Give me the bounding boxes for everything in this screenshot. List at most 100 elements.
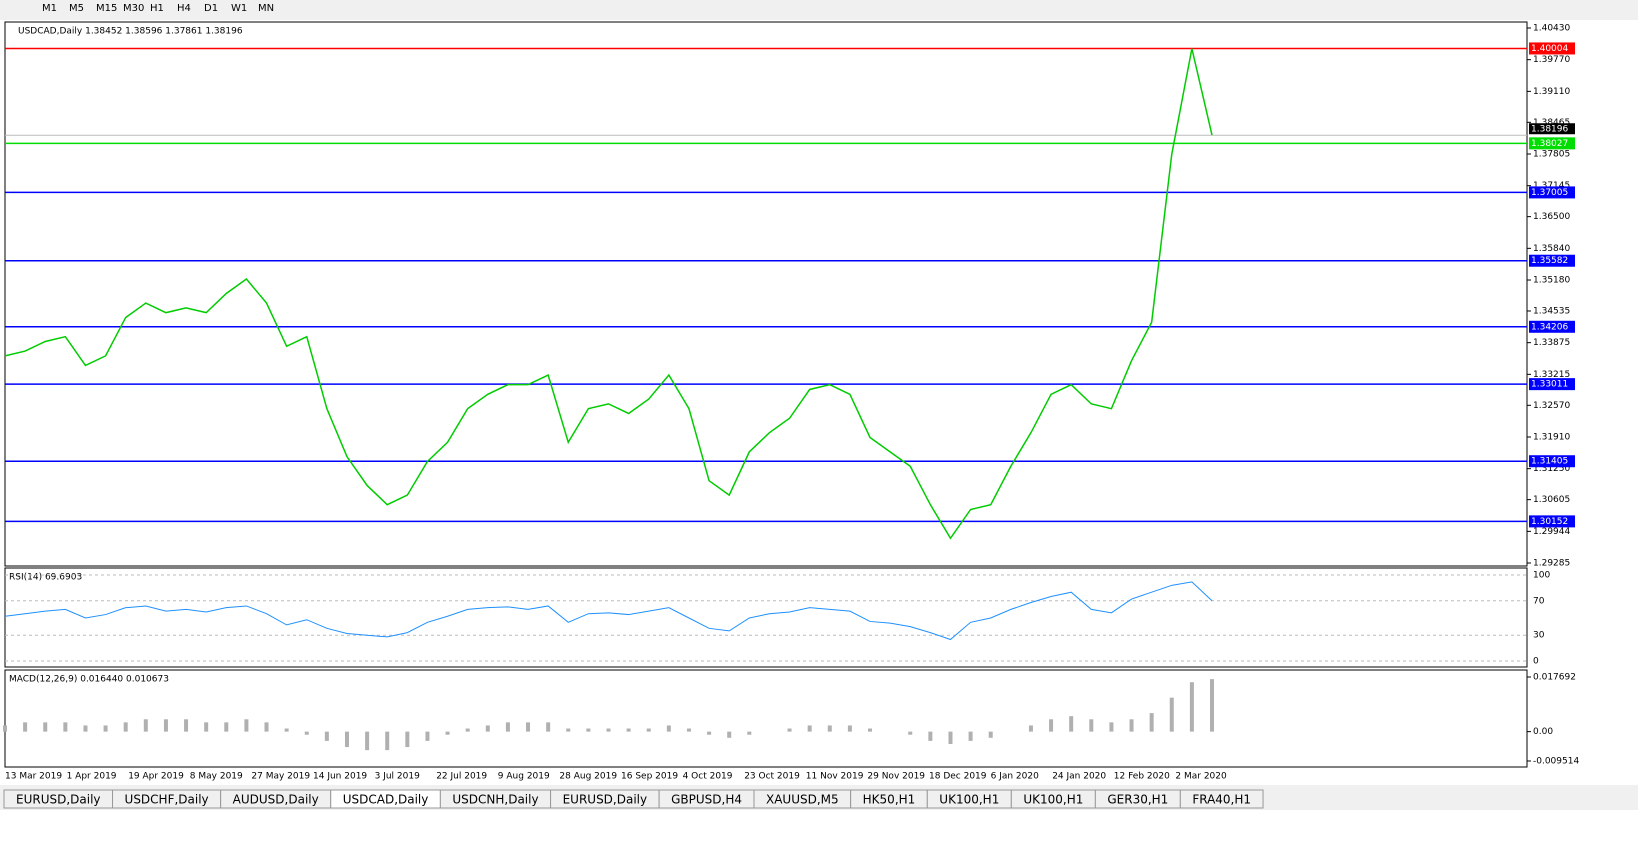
macd-bar [827, 725, 832, 732]
macd-bar [224, 722, 229, 732]
tab[interactable]: HK50,H1 [850, 789, 928, 809]
level-label: 1.35582 [1531, 256, 1568, 266]
macd-bar [546, 722, 551, 732]
tab[interactable]: AUDUSD,Daily [220, 789, 332, 809]
current-price-label: 1.38196 [1531, 125, 1568, 135]
macd-bar [163, 719, 168, 732]
timeframe-button[interactable]: W1 [231, 3, 247, 14]
macd-bar [1210, 679, 1214, 732]
tab[interactable]: UK100,H1 [1010, 789, 1096, 809]
macd-bar [948, 731, 953, 744]
macd-bar [184, 719, 189, 732]
date-label: 14 Jun 2019 [313, 772, 367, 782]
y-tick-label: 1.31910 [1533, 432, 1570, 442]
tab-label: UK100,H1 [939, 793, 999, 807]
macd-bar [686, 728, 691, 732]
timeframe-button[interactable]: D1 [204, 3, 218, 14]
date-label: 19 Apr 2019 [128, 772, 184, 782]
tab[interactable]: USDCNH,Daily [439, 789, 552, 809]
timeframe-button[interactable]: M1 [42, 3, 57, 14]
macd-tick-label: 0.00 [1533, 727, 1553, 737]
tab[interactable]: EURUSD,Daily [3, 789, 114, 809]
toolbar [0, 0, 1638, 20]
macd-bar [63, 722, 68, 732]
macd-bar [787, 728, 792, 732]
tab-label: XAUUSD,M5 [766, 793, 839, 807]
level-label: 1.34206 [1531, 322, 1568, 332]
rsi-tick-label: 0 [1533, 657, 1539, 667]
macd-bar [1069, 716, 1074, 732]
level-label: 1.37005 [1531, 188, 1568, 198]
macd-bar [304, 731, 309, 735]
level-label-bg [1529, 515, 1575, 528]
timeframe-button[interactable]: H1 [150, 3, 164, 14]
macd-bar [868, 728, 873, 732]
y-tick-label: 1.33215 [1533, 370, 1570, 380]
y-tick-label: 1.37145 [1533, 181, 1570, 191]
date-label: 23 Oct 2019 [744, 772, 800, 782]
macd-bar [847, 725, 852, 732]
date-label: 3 Jul 2019 [375, 772, 420, 782]
y-tick-label: 1.33875 [1533, 338, 1570, 348]
timeframe-button[interactable]: H4 [177, 3, 191, 14]
date-label: 12 Feb 2020 [1114, 772, 1170, 782]
date-label: 9 Aug 2019 [498, 772, 550, 782]
date-label: 22 Jul 2019 [436, 772, 487, 782]
macd-bar [405, 731, 410, 748]
timeframe-button[interactable]: M5 [69, 3, 84, 14]
level-label-bg [1529, 186, 1575, 199]
y-tick-label: 1.35840 [1533, 244, 1570, 254]
macd-bar [204, 722, 209, 732]
y-tick-label: 1.36500 [1533, 212, 1570, 222]
date-label: 29 Nov 2019 [867, 772, 925, 782]
level-label: 1.38027 [1531, 139, 1568, 149]
timeframe-button[interactable]: MN [258, 3, 274, 14]
timeframe-button[interactable]: M15 [96, 3, 117, 14]
macd-bar [3, 725, 7, 732]
tab[interactable]: FRA40,H1 [1179, 789, 1264, 809]
macd-bar [646, 728, 651, 732]
tab-label: UK100,H1 [1023, 793, 1083, 807]
level-label: 1.40004 [1531, 44, 1568, 54]
y-tick-label: 1.29285 [1533, 559, 1570, 569]
tab[interactable]: EURUSD,Daily [550, 789, 660, 809]
tab[interactable]: USDCHF,Daily [112, 789, 222, 809]
macd-bar [626, 728, 631, 732]
macd-bar [445, 731, 450, 735]
macd-bar [23, 722, 28, 732]
level-label: 1.31405 [1531, 457, 1568, 467]
tab[interactable]: GBPUSD,H4 [658, 789, 755, 809]
level-label-bg [1529, 254, 1575, 267]
level-label-bg [1529, 137, 1575, 150]
tab[interactable]: USDCAD,Daily [330, 789, 441, 809]
tab[interactable]: XAUUSD,M5 [753, 789, 852, 809]
tab-label: USDCNH,Daily [452, 793, 538, 807]
macd-bar [465, 728, 470, 732]
rsi-header: RSI(14) 69.6903 [9, 573, 82, 583]
date-label: 6 Jan 2020 [991, 772, 1039, 782]
macd-bar [143, 719, 148, 732]
macd-bar [606, 728, 611, 732]
tab-label: GER30,H1 [1107, 793, 1168, 807]
main-panel [4, 21, 1528, 567]
tab[interactable]: GER30,H1 [1094, 789, 1181, 809]
macd-bar [324, 731, 329, 741]
tab[interactable]: UK100,H1 [926, 789, 1012, 809]
date-label: 18 Dec 2019 [929, 772, 987, 782]
tab-label: USDCHF,Daily [125, 793, 209, 807]
macd-bar [566, 728, 571, 732]
y-tick-label: 1.34535 [1533, 306, 1570, 316]
timeframe-button[interactable]: M30 [123, 3, 144, 14]
date-label: 16 Sep 2019 [621, 772, 678, 782]
date-label: 28 Aug 2019 [559, 772, 617, 782]
rsi-tick-label: 100 [1533, 571, 1550, 581]
macd-bar [526, 722, 531, 732]
current-price-bg [1529, 123, 1575, 135]
y-tick-label: 1.32570 [1533, 401, 1570, 411]
tab-label: USDCAD,Daily [343, 793, 429, 807]
macd-bar [807, 725, 812, 732]
macd-bar [83, 725, 88, 732]
macd-bar [747, 731, 752, 735]
rsi-line [4, 581, 1213, 641]
